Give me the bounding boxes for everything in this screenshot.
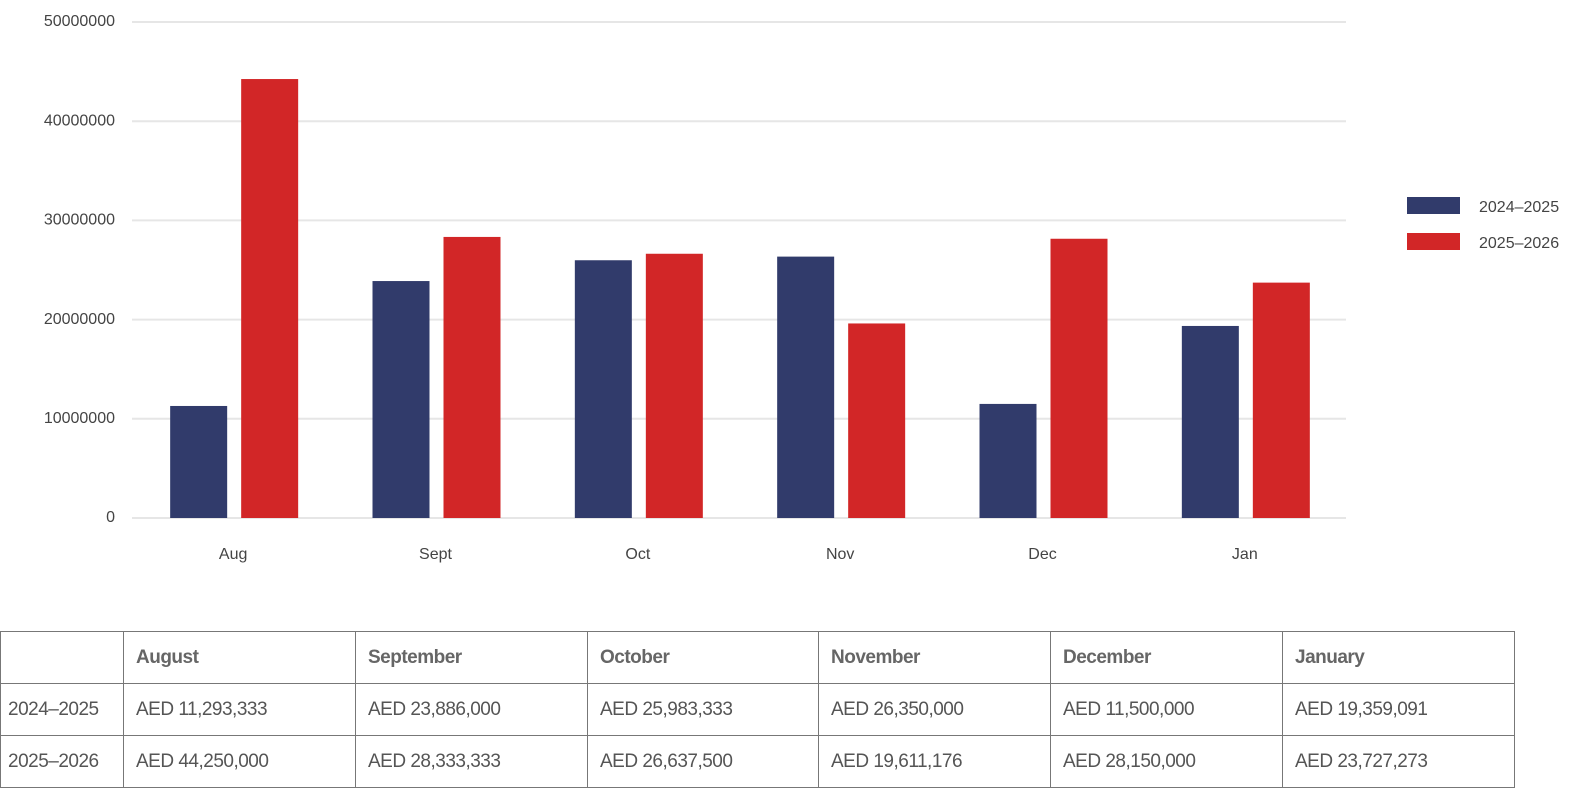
y-tick-label: 20000000 [44, 311, 115, 328]
table-cell: AED 23,727,273 [1282, 735, 1515, 788]
bar [848, 323, 906, 518]
table-row: 2025–2026 AED 44,250,000 AED 28,333,333 AED… [0, 735, 1515, 788]
table-cell: AED 19,611,176 [818, 735, 1051, 788]
header-cell: November [818, 631, 1051, 684]
x-tick-label: Dec [1028, 546, 1056, 563]
bar [777, 256, 835, 518]
legend-swatch [1407, 233, 1460, 250]
legend-label: 2025–2026 [1479, 235, 1559, 252]
chart: 0 10000000 20000000 30000000 40000000 5000000… [44, 13, 1559, 563]
legend-swatch [1407, 197, 1460, 214]
x-tick-label: Aug [219, 546, 247, 563]
bar [1181, 325, 1239, 518]
header-cell: September [355, 631, 588, 684]
y-tick-label: 0 [106, 509, 115, 526]
bar [241, 79, 299, 518]
x-tick-label: Jan [1232, 546, 1258, 563]
table-cell: AED 28,150,000 [1050, 735, 1283, 788]
y-tick-label: 10000000 [44, 410, 115, 427]
corner-cell [0, 631, 124, 684]
bar [645, 253, 703, 519]
y-tick-label: 40000000 [44, 112, 115, 129]
x-tick-label: Nov [826, 546, 854, 563]
bar [574, 260, 632, 518]
header-cell: January [1282, 631, 1515, 684]
header-row: August September October November December Ja… [0, 631, 1515, 684]
data-table: August September October November December Ja… [0, 631, 1515, 788]
row-label: 2025–2026 [0, 735, 124, 788]
table-cell: AED 26,350,000 [818, 683, 1051, 736]
table-cell: AED 28,333,333 [355, 735, 588, 788]
table-cell: AED 26,637,500 [587, 735, 819, 788]
table-cell: AED 11,500,000 [1050, 683, 1283, 736]
table-cell: AED 23,886,000 [355, 683, 588, 736]
x-tick-label: Oct [625, 546, 650, 563]
legend-label: 2024–2025 [1479, 199, 1559, 216]
bar [443, 236, 501, 518]
header-cell: December [1050, 631, 1283, 684]
table-cell: AED 44,250,000 [123, 735, 356, 788]
header-cell: August [123, 631, 356, 684]
bar [1252, 282, 1310, 518]
bar [170, 405, 228, 518]
y-tick-label: 30000000 [44, 212, 115, 229]
table-cell: AED 25,983,333 [587, 683, 819, 736]
bar [979, 403, 1037, 518]
bar [1050, 238, 1108, 518]
y-tick-label: 50000000 [44, 13, 115, 30]
bar [372, 281, 430, 518]
table-cell: AED 19,359,091 [1282, 683, 1515, 736]
header-cell: October [587, 631, 819, 684]
table-cell: AED 11,293,333 [123, 683, 356, 736]
row-label: 2024–2025 [0, 683, 124, 736]
table-row: 2024–2025 AED 11,293,333 AED 23,886,000 AED… [0, 683, 1515, 736]
x-tick-label: Sept [419, 546, 452, 563]
